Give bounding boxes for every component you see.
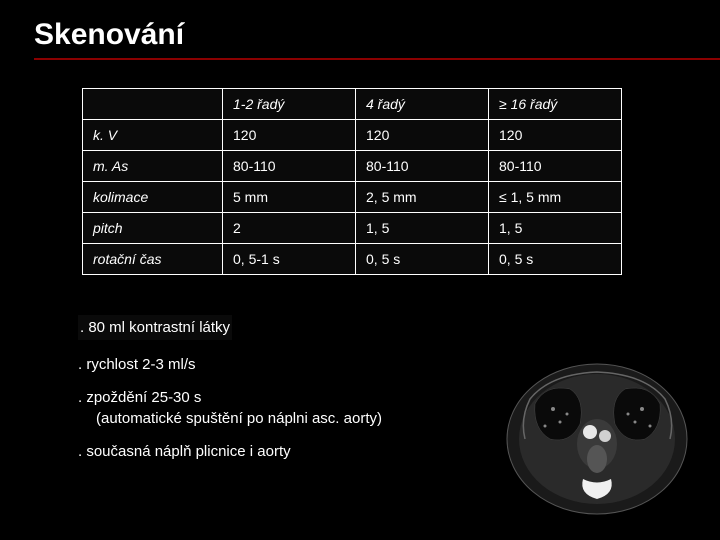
- table-cell: ≤ 1, 5 mm: [489, 182, 622, 213]
- table-body: k. V 120 120 120 m. As 80-110 80-110 80-…: [83, 120, 622, 275]
- table-cell: 1, 5: [356, 213, 489, 244]
- parameters-table: 1-2 řadý 4 řadý ≥ 16 řadý k. V 120 120 1…: [82, 88, 622, 275]
- table-header-cell: [83, 89, 223, 120]
- table-cell-label: k. V: [83, 120, 223, 151]
- table-header-row: 1-2 řadý 4 řadý ≥ 16 řadý: [83, 89, 622, 120]
- table-cell: 0, 5-1 s: [223, 244, 356, 275]
- table-header-cell: ≥ 16 řadý: [489, 89, 622, 120]
- table-row: rotační čas 0, 5-1 s 0, 5 s 0, 5 s: [83, 244, 622, 275]
- table-header-cell: 4 řadý: [356, 89, 489, 120]
- table-row: k. V 120 120 120: [83, 120, 622, 151]
- bullet-text: . zpoždění 25-30 s: [78, 389, 201, 406]
- table-cell: 120: [356, 120, 489, 151]
- title-section: Skenování: [0, 0, 720, 60]
- table-row: m. As 80-110 80-110 80-110: [83, 151, 622, 182]
- table-cell: 120: [223, 120, 356, 151]
- table-row: kolimace 5 mm 2, 5 mm ≤ 1, 5 mm: [83, 182, 622, 213]
- table-cell: 80-110: [356, 151, 489, 182]
- table-cell: 120: [489, 120, 622, 151]
- bullet-item: . 80 ml kontrastní látky: [78, 315, 232, 340]
- table-cell-label: rotační čas: [83, 244, 223, 275]
- table-header-cell: 1-2 řadý: [223, 89, 356, 120]
- table-cell: 80-110: [489, 151, 622, 182]
- ct-scan-image: [495, 344, 700, 524]
- ct-scan-icon: [495, 344, 700, 524]
- table-row: pitch 2 1, 5 1, 5: [83, 213, 622, 244]
- table-cell: 2, 5 mm: [356, 182, 489, 213]
- title-underline: [34, 58, 720, 60]
- table-cell-label: pitch: [83, 213, 223, 244]
- table-cell-label: m. As: [83, 151, 223, 182]
- table-cell: 0, 5 s: [489, 244, 622, 275]
- table-cell: 80-110: [223, 151, 356, 182]
- table-cell: 2: [223, 213, 356, 244]
- page-title: Skenování: [34, 18, 720, 52]
- parameters-table-container: 1-2 řadý 4 řadý ≥ 16 řadý k. V 120 120 1…: [82, 88, 622, 275]
- table-cell: 0, 5 s: [356, 244, 489, 275]
- table-cell: 5 mm: [223, 182, 356, 213]
- table-cell-label: kolimace: [83, 182, 223, 213]
- table-cell: 1, 5: [489, 213, 622, 244]
